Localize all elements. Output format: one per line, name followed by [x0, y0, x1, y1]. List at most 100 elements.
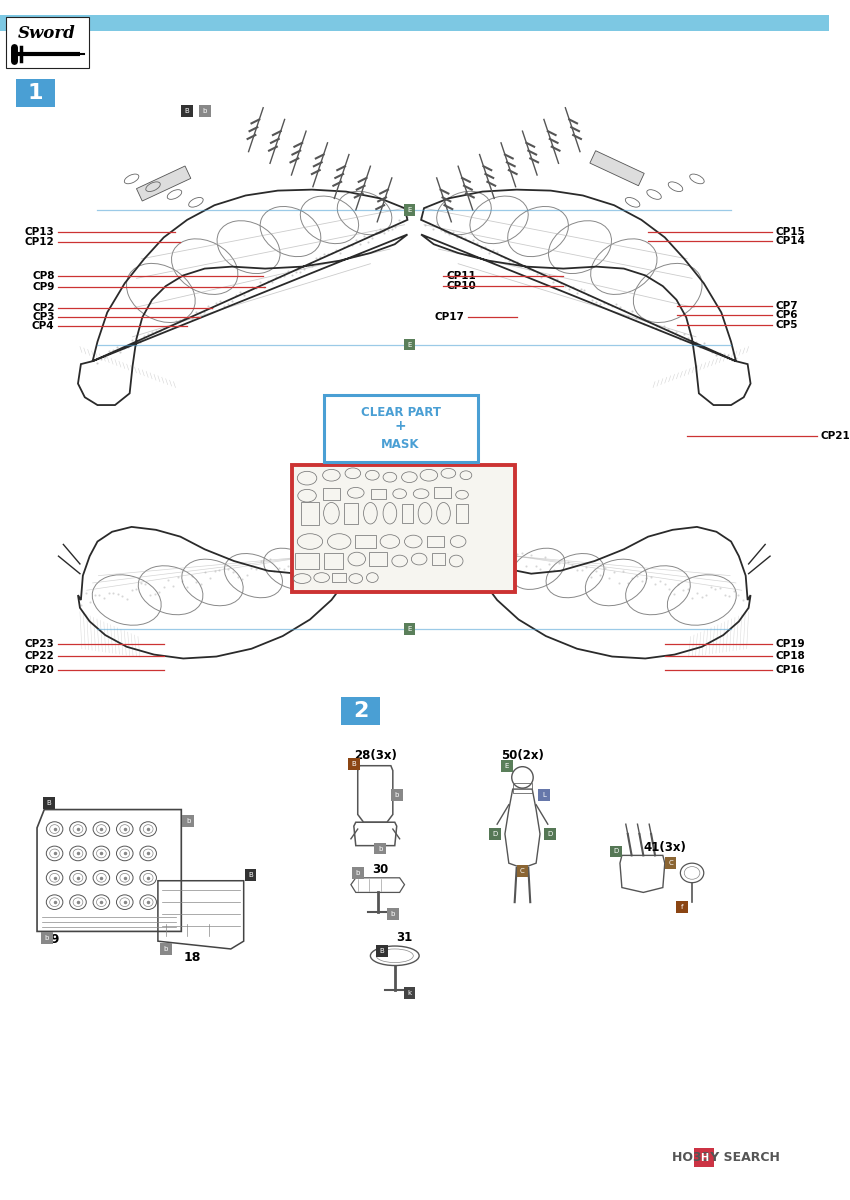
Bar: [370, 552, 387, 566]
Text: CP6: CP6: [776, 311, 798, 320]
Bar: [387, 908, 399, 919]
Text: CP7: CP7: [776, 301, 798, 311]
Bar: [401, 504, 413, 523]
Text: CP19: CP19: [776, 638, 806, 649]
Text: E: E: [407, 626, 411, 632]
Bar: [404, 623, 416, 635]
Text: CP23: CP23: [25, 638, 54, 649]
Bar: [301, 502, 319, 524]
Bar: [344, 503, 358, 524]
Bar: [432, 553, 445, 565]
Bar: [332, 572, 346, 582]
Text: 2: 2: [353, 701, 368, 721]
Bar: [295, 553, 319, 569]
Bar: [610, 846, 622, 857]
Text: CP9: CP9: [32, 282, 54, 292]
Bar: [371, 488, 386, 499]
Text: b: b: [186, 818, 190, 824]
Text: CP5: CP5: [776, 320, 798, 330]
Bar: [590, 151, 644, 186]
Text: 59: 59: [42, 934, 60, 946]
Bar: [245, 869, 257, 881]
Text: b: b: [44, 935, 49, 941]
Bar: [181, 104, 193, 116]
Text: CP16: CP16: [776, 665, 806, 676]
Bar: [160, 943, 172, 955]
Text: CP17: CP17: [434, 312, 464, 323]
Text: CP18: CP18: [776, 650, 806, 660]
Bar: [517, 865, 529, 877]
Bar: [374, 842, 386, 854]
Bar: [501, 760, 513, 772]
Text: CP8: CP8: [32, 271, 54, 281]
Text: k: k: [407, 990, 411, 996]
Text: b: b: [355, 870, 360, 876]
Bar: [377, 946, 388, 956]
Text: b: b: [163, 946, 168, 952]
Text: 1: 1: [27, 83, 42, 103]
Bar: [544, 828, 556, 840]
Text: f: f: [681, 904, 683, 910]
Text: D: D: [547, 830, 552, 836]
Text: 30: 30: [372, 863, 388, 876]
Text: CP4: CP4: [32, 322, 54, 331]
Text: MASK: MASK: [382, 438, 420, 450]
Text: B: B: [47, 799, 51, 805]
Text: L: L: [542, 792, 546, 798]
Bar: [292, 466, 514, 593]
Text: CP20: CP20: [25, 665, 54, 676]
Bar: [677, 901, 688, 913]
Bar: [324, 395, 478, 462]
Text: CP10: CP10: [446, 281, 476, 292]
Bar: [323, 488, 340, 499]
Bar: [199, 104, 211, 116]
Text: 50(2x): 50(2x): [501, 749, 544, 762]
Text: B: B: [248, 872, 253, 878]
Text: CP21: CP21: [821, 431, 850, 442]
Bar: [324, 553, 343, 569]
Text: +: +: [394, 420, 406, 433]
Text: B: B: [351, 761, 356, 767]
Text: B: B: [184, 108, 190, 114]
Text: D: D: [492, 830, 498, 836]
Text: CP13: CP13: [25, 227, 54, 236]
Text: C: C: [668, 860, 673, 866]
Text: C: C: [520, 868, 524, 874]
Text: E: E: [505, 763, 509, 769]
Text: D: D: [614, 848, 619, 854]
Bar: [341, 697, 380, 725]
Text: b: b: [391, 911, 395, 917]
Text: b: b: [202, 108, 207, 114]
Text: CP2: CP2: [32, 302, 54, 312]
Text: b: b: [378, 846, 382, 852]
Text: 28(3x): 28(3x): [354, 749, 397, 762]
Text: 18: 18: [184, 950, 201, 964]
Bar: [354, 535, 377, 548]
Text: H: H: [700, 1152, 708, 1163]
Text: 41(3x): 41(3x): [643, 841, 686, 854]
Bar: [538, 790, 550, 800]
Text: Sword: Sword: [18, 25, 76, 42]
Bar: [0, 16, 829, 31]
Bar: [665, 857, 677, 869]
Text: E: E: [407, 208, 411, 214]
Text: CP22: CP22: [25, 650, 54, 660]
Bar: [456, 504, 468, 523]
Bar: [42, 797, 54, 809]
Bar: [182, 816, 194, 827]
Bar: [348, 758, 360, 769]
Bar: [391, 790, 403, 800]
Bar: [41, 932, 53, 944]
Bar: [6, 17, 88, 67]
Bar: [694, 1148, 713, 1168]
Text: CLEAR PART: CLEAR PART: [360, 407, 440, 419]
Text: CP15: CP15: [776, 227, 806, 236]
Bar: [434, 487, 451, 498]
Text: 31: 31: [396, 931, 412, 944]
Text: HO33Y SEARCH: HO33Y SEARCH: [672, 1151, 779, 1164]
Text: CP14: CP14: [776, 236, 806, 246]
Text: E: E: [407, 342, 411, 348]
Text: CP11: CP11: [446, 271, 476, 281]
Bar: [404, 338, 416, 350]
Text: CP12: CP12: [25, 238, 54, 247]
